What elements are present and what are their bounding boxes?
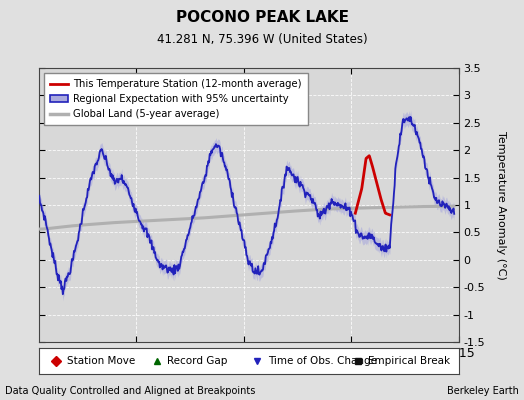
Text: 41.281 N, 75.396 W (United States): 41.281 N, 75.396 W (United States) [157, 33, 367, 46]
Legend: This Temperature Station (12-month average), Regional Expectation with 95% uncer: This Temperature Station (12-month avera… [45, 73, 308, 125]
Text: POCONO PEAK LAKE: POCONO PEAK LAKE [176, 10, 348, 25]
Text: Berkeley Earth: Berkeley Earth [447, 386, 519, 396]
Y-axis label: Temperature Anomaly (°C): Temperature Anomaly (°C) [496, 131, 506, 279]
Text: Record Gap: Record Gap [167, 356, 227, 366]
Text: Empirical Break: Empirical Break [368, 356, 451, 366]
Text: Data Quality Controlled and Aligned at Breakpoints: Data Quality Controlled and Aligned at B… [5, 386, 256, 396]
Text: Time of Obs. Change: Time of Obs. Change [268, 356, 377, 366]
Text: Station Move: Station Move [67, 356, 135, 366]
